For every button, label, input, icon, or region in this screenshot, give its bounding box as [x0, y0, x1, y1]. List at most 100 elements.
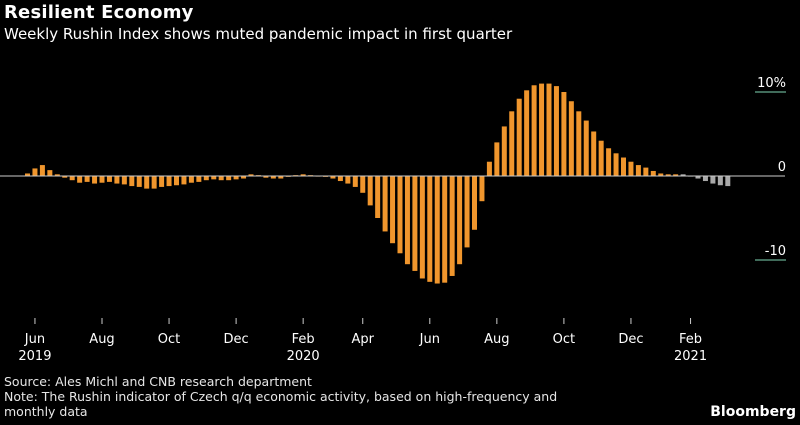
bar — [553, 86, 559, 176]
bar — [531, 85, 537, 176]
bar — [412, 176, 418, 271]
bar — [680, 174, 686, 176]
bar — [561, 92, 567, 176]
x-tick-label: Feb — [679, 332, 702, 347]
bar — [345, 176, 351, 184]
bar — [576, 111, 582, 176]
bar — [472, 176, 477, 230]
bar — [25, 173, 30, 176]
bar — [151, 176, 157, 189]
x-tick-label: Feb — [292, 332, 315, 347]
x-tick-label: Aug — [89, 332, 114, 347]
bar — [188, 176, 194, 183]
bar — [464, 176, 470, 248]
bar — [196, 176, 202, 182]
bars-group — [25, 83, 731, 284]
bar — [591, 131, 597, 176]
bar — [725, 176, 731, 187]
bar — [434, 176, 440, 284]
bar — [159, 176, 165, 187]
x-tick-label: Dec — [224, 332, 249, 347]
bar — [39, 165, 45, 176]
bar — [337, 176, 343, 182]
bar — [628, 161, 634, 176]
bar — [606, 148, 612, 176]
bar — [270, 176, 276, 179]
bar — [621, 157, 626, 176]
x-tick-label: Oct — [553, 332, 575, 347]
chart-title: Resilient Economy — [4, 2, 194, 23]
bar — [382, 176, 388, 232]
bar — [99, 176, 105, 183]
bar — [181, 176, 187, 185]
bar — [233, 176, 239, 180]
bar — [449, 176, 455, 276]
bar — [114, 176, 120, 184]
bar — [166, 176, 172, 187]
bar — [501, 126, 507, 176]
bar — [174, 176, 179, 186]
y-axis: 10% 0 -10 — [755, 76, 786, 261]
methodology-note: Note: The Rushin indicator of Czech q/q … — [4, 389, 558, 419]
bar — [710, 176, 716, 184]
bar — [106, 176, 112, 182]
bar — [479, 176, 485, 202]
bar — [226, 176, 232, 181]
bar — [598, 140, 604, 176]
bar — [360, 176, 366, 193]
bar — [330, 176, 336, 179]
bar — [278, 176, 284, 179]
bar — [367, 176, 373, 206]
x-tick-label: Aug — [484, 332, 509, 347]
x-tick-label: Jun — [419, 332, 440, 347]
bar — [54, 174, 60, 176]
bar — [390, 176, 396, 244]
bar — [211, 176, 217, 180]
bar — [635, 165, 641, 176]
bar — [524, 90, 530, 176]
bar — [77, 176, 83, 183]
y-tick-label: 0 — [778, 160, 786, 175]
bar — [643, 167, 649, 176]
bar — [375, 176, 381, 218]
x-axis: Jun 2019 Aug Oct Dec Feb 2020 Apr Jun Aug Oct Dec Fe… — [18, 318, 707, 364]
bar — [717, 176, 723, 186]
bar — [673, 174, 679, 176]
bar — [509, 111, 515, 176]
source-note: Source: Ales Michl and CNB research depa… — [4, 374, 312, 389]
x-tick-label: Dec — [618, 332, 643, 347]
bar — [650, 170, 656, 176]
x-year-label: 2021 — [674, 349, 707, 364]
x-tick-label: Jun — [24, 332, 45, 347]
x-year-label: 2020 — [287, 349, 320, 364]
bar — [129, 176, 135, 187]
bar — [583, 120, 589, 176]
y-tick-label: 10% — [757, 76, 786, 91]
bar — [300, 174, 306, 176]
bar — [263, 176, 269, 178]
bar — [47, 170, 53, 176]
bar — [546, 83, 552, 176]
bar — [442, 176, 448, 283]
bar — [62, 176, 68, 178]
x-tick-label: Apr — [352, 332, 375, 347]
bar — [613, 153, 619, 176]
bar — [69, 176, 75, 181]
bar — [404, 176, 410, 265]
bar-chart: 10% 0 -10 Jun 2019 Aug Oct Dec Feb 2020 Apr Jun Aug… — [0, 76, 786, 364]
chart-subtitle: Weekly Rushin Index shows muted pandemic… — [4, 25, 513, 43]
bar — [539, 83, 545, 176]
bar — [218, 176, 224, 181]
bar — [516, 98, 522, 176]
bar — [84, 176, 90, 182]
bar — [568, 101, 574, 176]
bar — [427, 176, 433, 282]
bar — [695, 176, 701, 179]
bar — [144, 176, 150, 189]
bar — [241, 176, 247, 179]
bar — [486, 161, 492, 176]
bar — [248, 174, 254, 176]
bar — [665, 174, 671, 176]
bar — [92, 176, 98, 184]
bar — [352, 176, 358, 187]
